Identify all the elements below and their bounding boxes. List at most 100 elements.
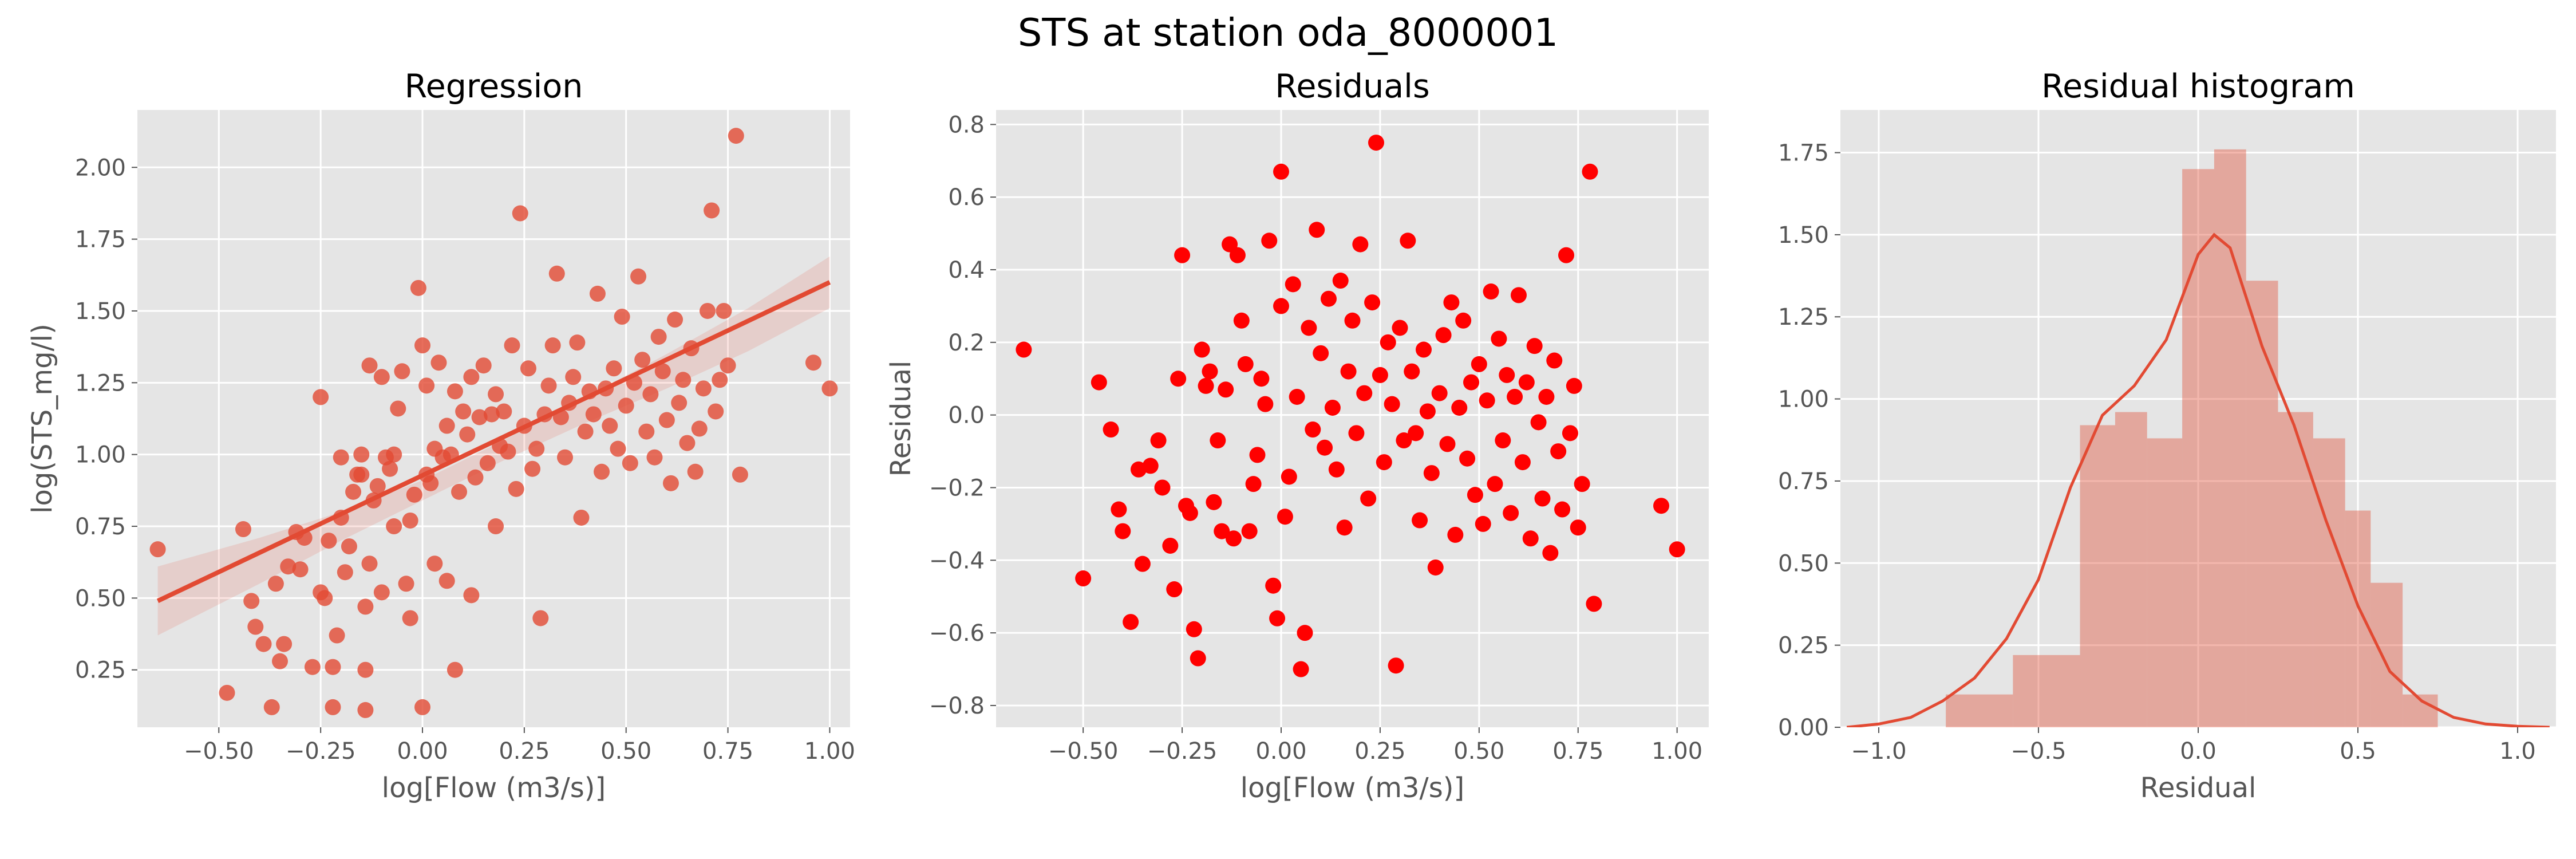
residual-point bbox=[1150, 432, 1167, 449]
regression-point bbox=[488, 386, 504, 403]
residual-point bbox=[1154, 479, 1171, 496]
x-tick-label: 1.00 bbox=[804, 738, 855, 765]
x-tick-label: −0.25 bbox=[1147, 738, 1218, 765]
regression-point bbox=[398, 576, 414, 592]
residual-point bbox=[1404, 363, 1420, 380]
regression-point bbox=[247, 618, 264, 635]
regression-point bbox=[687, 463, 704, 480]
regression-point bbox=[373, 369, 390, 385]
regression-point bbox=[438, 417, 455, 434]
regression-point bbox=[341, 538, 357, 555]
x-tick-label: 0.5 bbox=[2340, 738, 2376, 765]
regression-point bbox=[528, 440, 545, 457]
x-tick-label: −1.0 bbox=[1851, 738, 1906, 765]
regression-point bbox=[276, 636, 293, 652]
regression-point bbox=[280, 558, 297, 575]
regression-point bbox=[540, 377, 557, 394]
residual-point bbox=[1416, 341, 1432, 358]
regression-point bbox=[321, 533, 337, 549]
regression-point bbox=[353, 446, 370, 463]
histogram-bar bbox=[2214, 149, 2246, 727]
residual-point bbox=[1273, 163, 1289, 180]
regression-point bbox=[732, 466, 748, 483]
residual-point bbox=[1514, 454, 1531, 471]
x-axis-label: log[Flow (m3/s)] bbox=[1240, 772, 1464, 804]
x-tick-label: 0.50 bbox=[1453, 738, 1504, 765]
residual-point bbox=[1459, 450, 1476, 467]
residual-point bbox=[1542, 545, 1559, 561]
regression-point bbox=[414, 699, 430, 715]
regression-point bbox=[337, 564, 353, 581]
regression-point bbox=[304, 659, 321, 675]
regression-point bbox=[679, 435, 696, 451]
y-tick-label: 0.8 bbox=[948, 112, 985, 138]
y-tick-label: 0.50 bbox=[1778, 550, 1829, 577]
histogram-bar bbox=[1946, 694, 2013, 727]
regression-point bbox=[219, 684, 235, 701]
regression-point bbox=[712, 372, 728, 388]
regression-point bbox=[361, 357, 378, 374]
regression-point bbox=[504, 337, 520, 354]
regression-line bbox=[156, 280, 831, 604]
regression-point bbox=[357, 661, 374, 678]
regression-point bbox=[488, 518, 504, 535]
regression-point bbox=[695, 380, 712, 397]
histogram-bar bbox=[2345, 510, 2371, 727]
y-tick-label: 1.00 bbox=[1778, 387, 1829, 413]
residual-point bbox=[1328, 461, 1345, 478]
residual-point bbox=[1380, 334, 1396, 350]
regression-point bbox=[671, 395, 688, 411]
residual-point bbox=[1427, 559, 1444, 576]
residual-point bbox=[1483, 283, 1499, 300]
regression-point bbox=[438, 573, 455, 589]
residual-point bbox=[1503, 505, 1519, 521]
residual-point bbox=[1669, 541, 1685, 558]
regression-point bbox=[557, 449, 573, 466]
regression-point bbox=[317, 590, 333, 606]
regression-point bbox=[589, 285, 606, 302]
x-tick-label: 0.75 bbox=[1552, 738, 1603, 765]
regression-point bbox=[622, 455, 638, 471]
residual-point bbox=[1332, 273, 1349, 289]
x-tick-label: −0.50 bbox=[1048, 738, 1119, 765]
residual-point bbox=[1566, 377, 1582, 394]
regression-point bbox=[544, 337, 561, 354]
residual-point bbox=[1170, 371, 1187, 387]
residual-point bbox=[1226, 530, 1242, 547]
data-marks bbox=[1846, 149, 2550, 727]
residual-point bbox=[1653, 498, 1669, 514]
x-axis-label: log[Flow (m3/s)] bbox=[382, 772, 606, 804]
regression-point bbox=[614, 309, 630, 325]
residual-point bbox=[1265, 577, 1282, 594]
residual-point bbox=[1166, 581, 1183, 598]
y-tick-label: 0.25 bbox=[75, 657, 126, 684]
residual-point bbox=[1400, 233, 1416, 249]
residual-point bbox=[1570, 519, 1586, 536]
regression-point bbox=[638, 423, 655, 440]
y-axis-label: Residual bbox=[885, 361, 917, 477]
residual-point bbox=[1455, 312, 1472, 329]
regression-point bbox=[426, 555, 443, 572]
residual-point bbox=[1582, 163, 1598, 180]
panel-title: Residuals bbox=[1275, 68, 1429, 105]
regression-point bbox=[667, 312, 683, 328]
residual-point bbox=[1324, 399, 1341, 416]
residual-point bbox=[1451, 399, 1468, 416]
x-tick-label: 0.75 bbox=[702, 738, 753, 765]
regression-point bbox=[704, 202, 720, 219]
residual-point bbox=[1210, 432, 1226, 449]
residual-point bbox=[1419, 403, 1436, 420]
x-tick-label: −0.50 bbox=[184, 738, 254, 765]
residual-point bbox=[1190, 650, 1206, 667]
y-tick-label: 0.25 bbox=[1778, 633, 1829, 659]
regression-point bbox=[455, 403, 472, 420]
regression-point bbox=[313, 389, 329, 405]
regression-point bbox=[650, 329, 667, 345]
x-tick-label: 0.25 bbox=[1354, 738, 1405, 765]
regression-point bbox=[325, 659, 341, 675]
regression-point bbox=[333, 449, 349, 466]
residual-point bbox=[1423, 465, 1440, 482]
regression-point bbox=[463, 587, 480, 604]
regression-point bbox=[500, 443, 516, 460]
residual-point bbox=[1305, 421, 1321, 438]
